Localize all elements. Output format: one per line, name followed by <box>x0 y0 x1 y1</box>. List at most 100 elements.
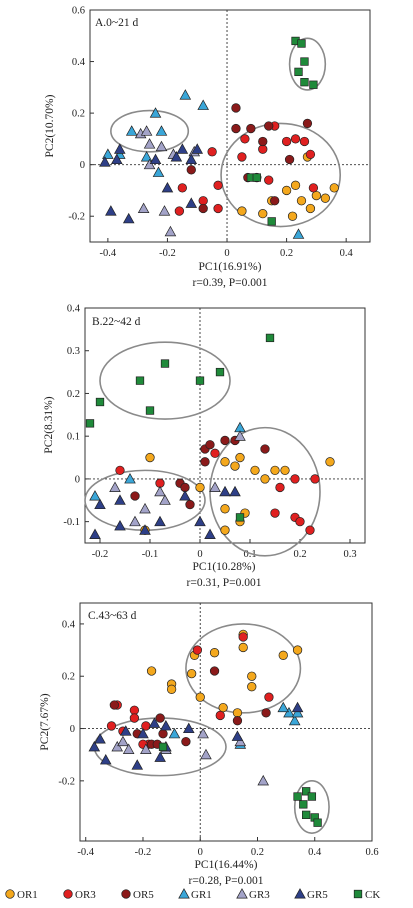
point-gr3 <box>140 743 152 754</box>
point-gr3 <box>143 138 156 149</box>
point-or1 <box>186 668 197 679</box>
x-tick-label: 0.6 <box>365 847 378 858</box>
point-or3 <box>270 508 280 518</box>
point-gr3 <box>209 481 221 492</box>
point-or1 <box>329 183 339 193</box>
point-or1 <box>247 682 257 692</box>
point-or1 <box>220 504 230 514</box>
point-ck <box>300 57 309 66</box>
point-or1 <box>250 465 260 476</box>
y-tick-label: 0.4 <box>62 619 76 630</box>
legend-marker-or3 <box>63 889 73 899</box>
point-ck <box>85 419 95 428</box>
y-tick-label: 0.4 <box>67 304 81 315</box>
point-or3 <box>295 516 305 527</box>
point-gr3 <box>234 735 247 747</box>
point-gr5 <box>94 498 106 510</box>
point-or1 <box>281 185 292 196</box>
panel-a-stat: r=0.39, P=0.001 <box>193 277 268 289</box>
point-gr1 <box>283 706 295 718</box>
point-or3 <box>290 474 300 484</box>
point-or1 <box>280 465 290 476</box>
point-gr1 <box>292 228 305 239</box>
point-gr5 <box>99 156 111 167</box>
x-tick-label: 0.1 <box>243 549 256 560</box>
point-or5 <box>155 713 165 723</box>
y-tick-label: 0.2 <box>72 109 85 120</box>
group-ellipse <box>99 341 231 420</box>
point-or5 <box>181 736 191 747</box>
x-tick-label: 0.4 <box>340 248 354 259</box>
point-gr3 <box>109 481 121 492</box>
x-tick-label: -0.1 <box>142 549 159 560</box>
point-ck <box>158 742 168 751</box>
legend: OR1 OR3 OR5 GR1 GR3 GR5 CK <box>5 888 380 901</box>
panel-b-plot-frame <box>84 307 366 544</box>
point-or3 <box>174 206 185 216</box>
point-or1 <box>292 645 303 655</box>
point-ck <box>300 78 309 87</box>
legend-label-ck: CK <box>365 889 380 901</box>
point-gr5 <box>114 519 126 531</box>
point-gr5 <box>99 754 112 765</box>
point-ck <box>299 800 308 809</box>
point-ck <box>294 67 303 77</box>
point-gr1 <box>140 151 153 162</box>
group-ellipse <box>110 109 190 153</box>
point-or5 <box>130 491 140 501</box>
legend-marker-or5 <box>121 889 131 899</box>
point-or1 <box>209 648 220 658</box>
point-gr3 <box>111 740 124 752</box>
point-gr3 <box>158 205 171 216</box>
panel-c-xlabel: PC1(16.44%) <box>195 859 258 871</box>
point-ck <box>302 810 311 819</box>
point-gr5 <box>105 205 117 216</box>
point-or1 <box>238 642 248 653</box>
y-tick-label: 0.4 <box>72 57 86 68</box>
point-or3 <box>290 134 301 144</box>
point-gr3 <box>143 158 156 170</box>
point-or3 <box>192 645 203 655</box>
point-or1 <box>270 465 280 476</box>
panel-a: A.0~21 d PC1(16.91%) PC2(10.70%) r=0.39,… <box>44 6 371 289</box>
point-or3 <box>310 474 320 484</box>
point-or3 <box>299 136 310 147</box>
point-or1 <box>235 452 245 463</box>
point-gr5 <box>179 490 191 501</box>
point-gr5 <box>88 740 101 752</box>
legend-label-gr5: GR5 <box>307 889 328 901</box>
point-ck <box>145 406 155 415</box>
point-or3 <box>213 203 223 214</box>
point-gr1 <box>288 714 301 726</box>
point-or3 <box>215 710 225 721</box>
point-or1 <box>296 196 307 206</box>
point-gr3 <box>155 140 168 152</box>
legend-marker-gr3 <box>236 888 248 899</box>
point-gr3 <box>159 494 171 505</box>
point-ck <box>215 367 225 377</box>
y-tick-label: 0.1 <box>67 432 80 443</box>
point-or1 <box>287 211 298 221</box>
point-gr3 <box>139 502 151 514</box>
point-gr3 <box>154 485 166 497</box>
point-or3 <box>129 705 140 715</box>
y-tick-label: 0.3 <box>67 346 80 357</box>
point-gr3 <box>140 125 153 136</box>
x-tick-label: 0 <box>197 549 202 560</box>
point-or1 <box>278 650 288 660</box>
panel-a-xlabel: PC1(16.91%) <box>199 261 262 273</box>
point-or5 <box>205 440 215 450</box>
point-ck <box>160 359 170 368</box>
x-tick-label: -0.4 <box>77 847 94 858</box>
point-gr5 <box>139 524 151 535</box>
point-ck <box>297 39 306 48</box>
point-or1 <box>311 190 322 201</box>
point-gr5 <box>191 143 204 154</box>
point-or5 <box>109 700 120 710</box>
point-gr1 <box>155 125 168 136</box>
point-or3 <box>258 144 268 154</box>
point-gr5 <box>182 722 195 734</box>
point-or5 <box>284 154 295 165</box>
point-ck <box>265 333 275 343</box>
x-tick-label: 0.4 <box>308 847 322 858</box>
